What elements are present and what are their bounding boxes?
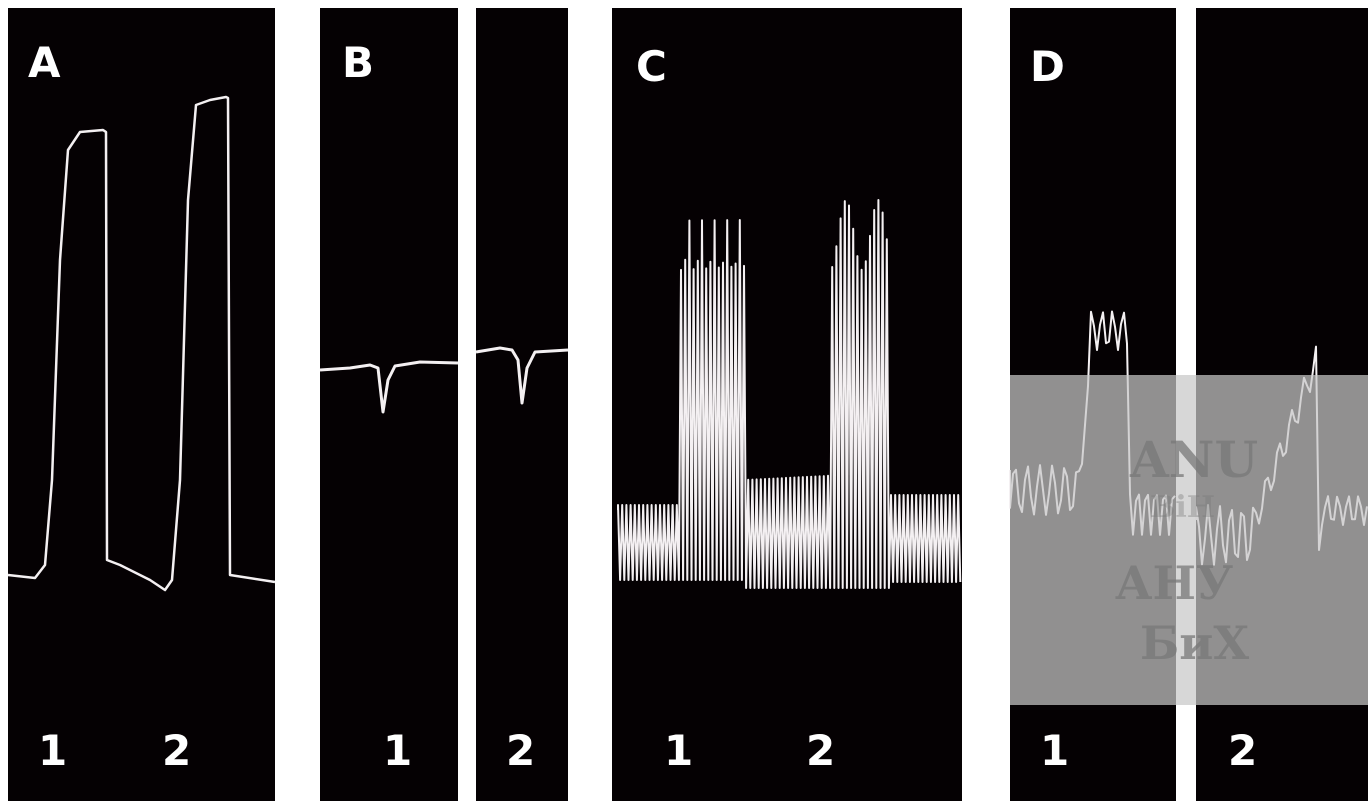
- trace-c: [618, 200, 960, 588]
- trace-b1: [320, 362, 458, 412]
- trace-number: 1: [1040, 730, 1069, 772]
- watermark-text: БиХ: [1140, 620, 1249, 666]
- panel-label: C: [636, 46, 667, 88]
- watermark-text: АНУ: [1115, 560, 1233, 606]
- trace-number: 2: [506, 730, 535, 772]
- trace-number: 2: [162, 730, 191, 772]
- panel-label: A: [28, 42, 61, 84]
- watermark-text: BiH: [1150, 493, 1215, 523]
- watermark: ANU BiH АНУ БиХ: [1010, 375, 1368, 705]
- trace-number: 2: [806, 730, 835, 772]
- panel-label: B: [342, 42, 374, 84]
- trace-b2: [476, 348, 568, 403]
- panel-label: D: [1030, 46, 1065, 88]
- figure-page: ANU BiH АНУ БиХ A 1 2 B 1 2 C 1 2 D 1 2 …: [0, 0, 1368, 801]
- trace-number: 1: [38, 730, 67, 772]
- trace-number: 1: [383, 730, 412, 772]
- trace-a: [8, 97, 275, 590]
- trace-number: 1: [664, 730, 693, 772]
- trace-number: 2: [1228, 730, 1257, 772]
- watermark-text: ANU: [1130, 435, 1258, 485]
